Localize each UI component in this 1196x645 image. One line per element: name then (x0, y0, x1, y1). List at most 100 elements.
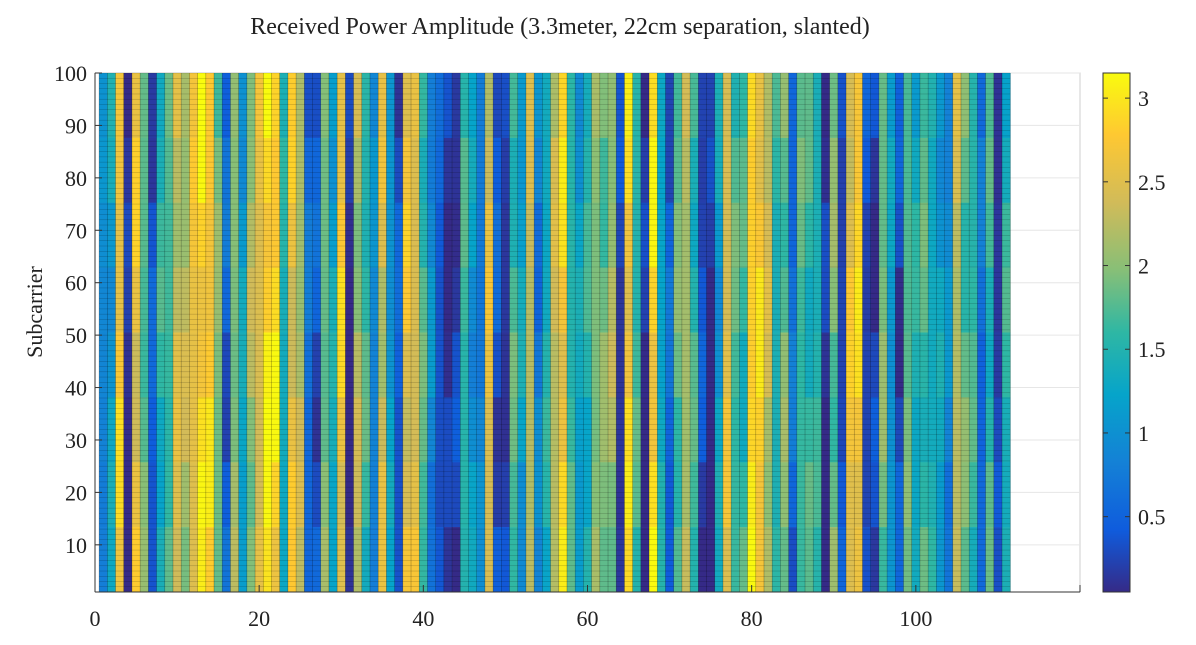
heatmap-cell (542, 137, 551, 204)
heatmap-cell (156, 73, 166, 139)
heatmap-cell (878, 332, 888, 398)
heatmap-cell (796, 137, 806, 204)
heatmap-cell (107, 527, 116, 593)
heatmap-cell (599, 267, 609, 333)
heatmap-column (181, 73, 190, 593)
heatmap-cell (460, 462, 469, 528)
heatmap-cell (558, 202, 568, 268)
heatmap-cell (435, 73, 445, 139)
heatmap-cell (928, 202, 937, 268)
heatmap-cell (501, 267, 510, 333)
heatmap-column (296, 73, 305, 593)
heatmap-cell (345, 332, 354, 398)
heatmap-column (460, 73, 469, 593)
heatmap-cell (673, 202, 683, 268)
heatmap-cell (928, 462, 937, 528)
heatmap-cell (566, 397, 576, 463)
heatmap-cell (107, 73, 116, 139)
heatmap-column (887, 73, 896, 593)
heatmap-cell (468, 462, 477, 528)
heatmap-cell (328, 267, 338, 333)
heatmap-cell (558, 137, 568, 204)
heatmap-cell (772, 73, 781, 139)
heatmap-cell (649, 527, 658, 593)
heatmap-cell (534, 462, 543, 528)
heatmap-column (337, 73, 346, 593)
heatmap-column (476, 73, 486, 593)
heatmap-cell (854, 332, 863, 398)
heatmap-cell (172, 332, 182, 398)
heatmap-cell (205, 137, 215, 204)
heatmap-cell (452, 137, 461, 204)
heatmap-cell (854, 137, 863, 204)
heatmap-cell (911, 462, 921, 528)
heatmap-cell (640, 73, 650, 139)
heatmap-cell (911, 527, 921, 593)
heatmap-column (115, 73, 125, 593)
heatmap-cell (969, 73, 978, 139)
heatmap-column (911, 73, 921, 593)
heatmap-cell (246, 462, 256, 528)
heatmap-cell (246, 137, 256, 204)
heatmap-cell (156, 462, 166, 528)
heatmap-cell (148, 137, 157, 204)
heatmap-cell (304, 527, 313, 593)
heatmap-cell (993, 137, 1003, 204)
heatmap-cell (534, 397, 543, 463)
heatmap-cell (214, 202, 223, 268)
heatmap-cell (887, 137, 896, 204)
heatmap-cell (698, 73, 707, 139)
heatmap-cell (107, 202, 116, 268)
heatmap-cell (509, 332, 519, 398)
heatmap-cell (837, 332, 847, 398)
heatmap-cell (616, 137, 625, 204)
heatmap-cell (493, 73, 502, 139)
heatmap-cell (443, 527, 453, 593)
y-tick-label: 10 (65, 533, 87, 558)
heatmap-cell (714, 267, 724, 333)
heatmap-cell (181, 137, 190, 204)
heatmap-cell (566, 73, 576, 139)
heatmap-cell (813, 332, 822, 398)
heatmap-cell (263, 73, 272, 139)
heatmap-cell (525, 202, 535, 268)
heatmap-column (123, 73, 133, 593)
heatmap-cell (427, 202, 436, 268)
heatmap-cell (722, 267, 732, 333)
heatmap-cell (731, 527, 740, 593)
heatmap-cell (681, 397, 691, 463)
heatmap-cell (525, 267, 535, 333)
heatmap-cell (230, 202, 239, 268)
heatmap-cell (246, 397, 256, 463)
heatmap-cell (517, 397, 527, 463)
heatmap-cell (271, 267, 280, 333)
heatmap-cell (837, 267, 847, 333)
heatmap-cell (829, 527, 839, 593)
heatmap-cell (755, 527, 765, 593)
heatmap-cell (690, 332, 699, 398)
heatmap-cell (402, 462, 412, 528)
heatmap-cell (255, 527, 264, 593)
heatmap-cell (189, 397, 198, 463)
heatmap-cell (862, 332, 871, 398)
heatmap-cell (575, 267, 584, 333)
heatmap-cell (361, 462, 371, 528)
heatmap-cell (164, 202, 174, 268)
heatmap-cell (238, 73, 248, 139)
heatmap-cell (468, 397, 477, 463)
heatmap-cell (649, 202, 658, 268)
heatmap-cell (722, 137, 732, 204)
heatmap-cell (599, 332, 609, 398)
heatmap-cell (189, 332, 198, 398)
heatmap-cell (772, 202, 781, 268)
heatmap-cell (911, 73, 921, 139)
heatmap-cell (369, 73, 379, 139)
heatmap-cell (870, 527, 880, 593)
heatmap-cell (739, 332, 748, 398)
heatmap-cell (722, 202, 732, 268)
colorbar-ticks: 0.5 1 1.5 2 2.5 3 (1103, 86, 1166, 530)
heatmap-cell (468, 73, 477, 139)
heatmap-cell (525, 137, 535, 204)
heatmap-cell (378, 202, 387, 268)
heatmap-cell (821, 267, 830, 333)
